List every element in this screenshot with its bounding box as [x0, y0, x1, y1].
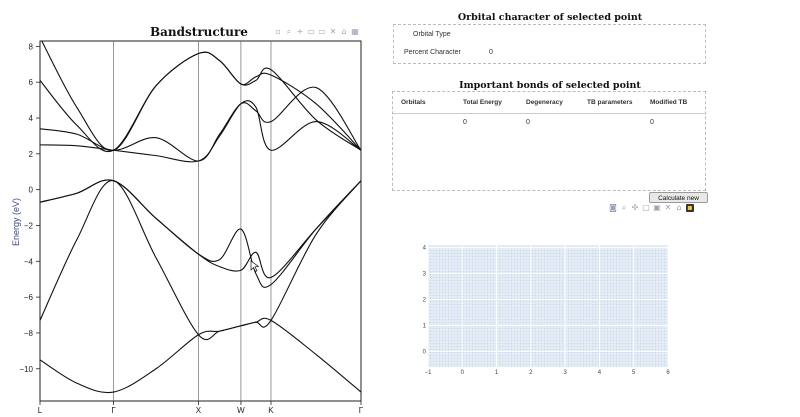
- reset-axes-icon[interactable]: ⌂: [341, 27, 347, 36]
- band-plot-frame: [39, 40, 362, 402]
- x-tick-label: K: [268, 406, 274, 415]
- lasso-icon[interactable]: ▣: [653, 203, 661, 212]
- scatter-modebar: ◙ ⌕ ✣ ▢ ▣ ✕ ⌂ ▪: [609, 204, 694, 212]
- y-tick-label: 2: [29, 150, 34, 159]
- y-tick-label: −8: [24, 329, 34, 338]
- box-select-icon[interactable]: ▢: [642, 203, 650, 212]
- pan-icon[interactable]: ✣: [631, 203, 639, 212]
- bonds-header-row: Orbitals Total Energy Degeneracy TB para…: [393, 92, 705, 114]
- band-line[interactable]: [40, 179, 361, 279]
- col-header-tb-parameters: TB parameters: [587, 99, 633, 106]
- x-tick-label: L: [38, 406, 43, 415]
- col-header-modified-tb: Modified TB: [650, 99, 688, 106]
- camera-icon[interactable]: ◙: [609, 203, 617, 212]
- camera-icon[interactable]: ▫: [275, 27, 281, 36]
- band-y-axis-label: Energy (eV): [11, 198, 21, 246]
- band-line[interactable]: [40, 317, 361, 394]
- reset-icon[interactable]: ✕: [664, 203, 672, 212]
- band-line[interactable]: [40, 100, 361, 163]
- y-tick-label: −2: [24, 221, 34, 230]
- col-header-orbitals: Orbitals: [401, 99, 426, 106]
- y-tick-label: −6: [24, 293, 34, 302]
- col-header-degeneracy: Degeneracy: [526, 99, 563, 106]
- cell-total-energy: 0: [463, 119, 467, 126]
- autoscale-icon[interactable]: ✕: [329, 27, 337, 36]
- band-line[interactable]: [40, 86, 361, 162]
- mouse-cursor-icon: [250, 260, 260, 272]
- band-line[interactable]: [40, 37, 361, 151]
- plotly-logo-icon[interactable]: ▪: [686, 203, 694, 212]
- calculate-new-button[interactable]: Calculate new: [649, 192, 708, 203]
- orbital-table: Orbital Type Percent Character 0: [393, 24, 706, 64]
- zoom-icon[interactable]: ⌕: [286, 27, 292, 36]
- y-tick-label: 4: [29, 114, 34, 123]
- bonds-panel-title: Important bonds of selected point: [459, 80, 641, 91]
- orbital-panel-title: Orbital character of selected point: [457, 12, 643, 23]
- zoom-in-icon[interactable]: ▭: [307, 27, 315, 36]
- percent-character-value: 0: [489, 49, 493, 56]
- x-tick-label: X: [196, 406, 202, 415]
- band-chart-title: Bandstructure: [150, 25, 248, 39]
- band-line[interactable]: [40, 179, 361, 288]
- orbital-type-label: Orbital Type: [413, 31, 451, 38]
- y-tick-label: −4: [24, 257, 34, 266]
- autoscale-icon[interactable]: ⌂: [676, 203, 682, 212]
- percent-character-label: Percent Character: [404, 49, 461, 56]
- cell-modified-tb: 0: [650, 119, 654, 126]
- x-tick-label: Γ: [111, 406, 116, 415]
- cell-degeneracy: 0: [526, 119, 530, 126]
- spike-icon[interactable]: ▦: [351, 27, 359, 36]
- zoom-icon[interactable]: ⌕: [621, 203, 627, 212]
- y-tick-label: −10: [19, 365, 33, 374]
- x-tick-label: W: [237, 406, 245, 415]
- band-line[interactable]: [40, 180, 361, 341]
- zoom-out-icon[interactable]: ▭: [318, 27, 326, 36]
- bonds-table: Orbitals Total Energy Degeneracy TB para…: [392, 91, 706, 191]
- col-header-total-energy: Total Energy: [463, 99, 502, 106]
- y-tick-label: 0: [29, 186, 34, 195]
- y-tick-label: 6: [29, 78, 34, 87]
- band-line[interactable]: [40, 51, 361, 153]
- x-tick-label: Γ: [359, 406, 364, 415]
- band-modebar: ▫ ⌕ + ▭ ▭ ✕ ⌂ ▦: [274, 28, 359, 36]
- table-row[interactable]: 0 0 0: [393, 115, 705, 129]
- pan-icon[interactable]: +: [296, 27, 304, 36]
- y-tick-label: 8: [29, 42, 34, 51]
